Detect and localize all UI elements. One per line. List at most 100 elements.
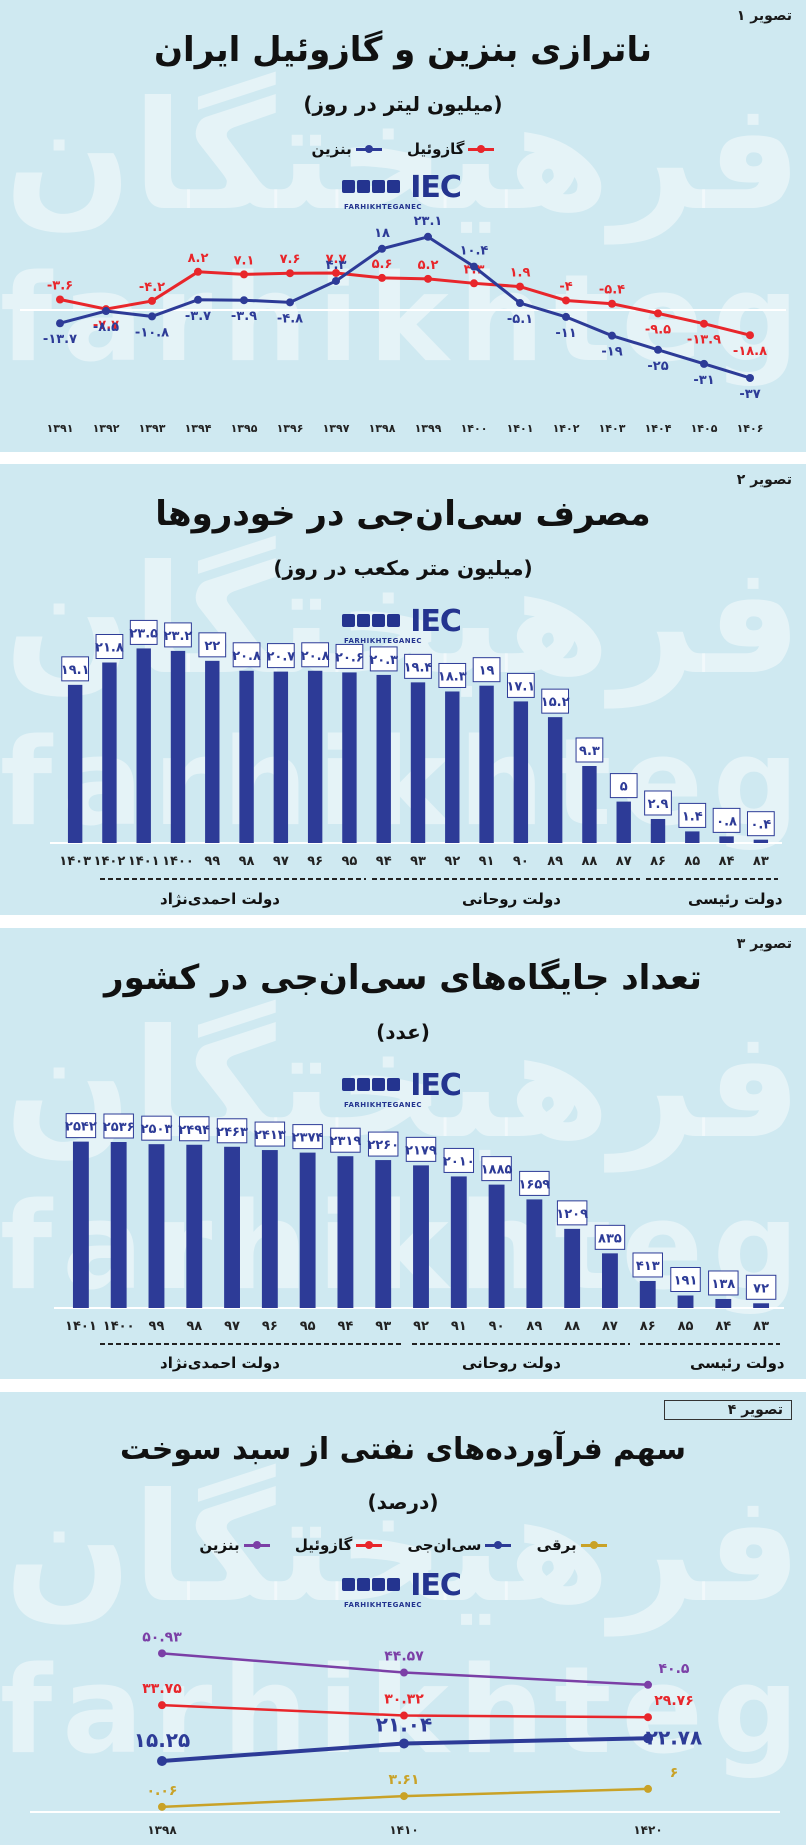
bar: [488, 1184, 505, 1308]
value-label: ۱۹۱: [674, 1273, 698, 1288]
x-tick-label: ۸۵: [678, 1319, 694, 1334]
data-point: [470, 262, 478, 271]
bar: [753, 1303, 770, 1308]
value-label: ۸۳۵: [598, 1231, 622, 1246]
x-tick-label: ۸۳: [753, 854, 769, 869]
data-label: -۷.۷: [93, 318, 119, 333]
data-point: [378, 273, 386, 282]
data-label: -۸.۵: [93, 320, 119, 335]
logo: IEC FARHIKHTEGANEC: [0, 1568, 806, 1609]
data-label: ۲۲.۷۸: [646, 1725, 702, 1749]
value-label: ۲۰.۷: [266, 650, 295, 665]
bar: [602, 1253, 618, 1308]
data-label: -۲۵: [647, 359, 668, 374]
bar: [413, 1165, 429, 1308]
x-tick-label: ۱۳۹۹: [415, 422, 442, 435]
data-label: ۳۳.۷۵: [142, 1681, 182, 1697]
logo-subtext: FARHIKHTEGANEC: [343, 1601, 423, 1609]
value-label-box: [216, 1118, 248, 1144]
value-label: ۷۲: [753, 1281, 769, 1296]
data-label: ۱۸: [374, 226, 390, 241]
data-point: [148, 296, 156, 305]
figure-tag: تصویر ۴: [664, 1400, 792, 1420]
value-label-box: [335, 643, 364, 669]
value-label-box: [481, 1156, 512, 1182]
data-label: -۳۱: [693, 373, 714, 388]
bar: [410, 682, 426, 843]
data-label: -۳.۹: [231, 309, 257, 324]
bar: [564, 1228, 581, 1308]
value-label-box: [670, 1266, 701, 1292]
data-point: [148, 312, 156, 321]
chart-title: مصرف سی‌ان‌جی در خودروها: [155, 494, 651, 534]
data-point: [700, 359, 708, 368]
data-point: [562, 312, 570, 321]
data-label: ۱۵.۲۵: [134, 1728, 190, 1752]
value-label-box: [95, 633, 124, 659]
data-label: -۱۳.۹: [687, 333, 721, 348]
value-label-box: [330, 1127, 361, 1153]
x-tick-label: ۱۴۰۲: [94, 854, 126, 869]
value-label-box: [369, 646, 398, 672]
x-tick-label: ۱۳۹۴: [185, 422, 212, 435]
legend-item-gasoline: بنزین: [199, 1536, 270, 1554]
value-label: ۲۰.۸: [232, 649, 261, 664]
data-label: ۸.۲: [188, 251, 209, 266]
x-tick-label: ۱۳۹۸: [369, 422, 396, 435]
value-label: ۱۹.۴: [404, 660, 433, 675]
value-label: ۲۴۶۳: [216, 1125, 248, 1140]
x-tick-label: ۱۴۰۶: [737, 422, 764, 435]
chart-title: سهم فرآورده‌های نفتی از سبد سوخت: [119, 1432, 686, 1467]
data-point: [746, 331, 754, 340]
value-label-box: [678, 802, 707, 828]
bar: [224, 1146, 240, 1308]
x-tick-label: ۱۴۰۰: [162, 854, 194, 869]
logo-mark: IEC: [410, 604, 462, 639]
data-point: [194, 295, 202, 304]
data-label: ۲۱.۰۴: [376, 1713, 432, 1737]
value-label: ۱۹: [479, 664, 495, 679]
data-point: [240, 270, 248, 279]
x-tick-label: ۱۴۲۰: [633, 1823, 662, 1837]
figure-tag: تصویر ۳: [736, 936, 792, 952]
line-chart-1: ۱۳۹۱ ۱۳۹۲ ۱۳۹۳ ۱۳۹۴ ۱۳۹۵ ۱۳۹۶ ۱۳۹۷ ۱۳۹۸ ۱۳۹۹ ۱۴۰۰…: [20, 214, 786, 435]
value-label: ۲۳.۵: [129, 626, 158, 641]
value-label: ۲.۹: [648, 797, 669, 812]
legend-item-gasoline: بنزین: [312, 140, 382, 158]
data-label: ۳۰.۳۲: [384, 1692, 424, 1708]
bar: [650, 818, 666, 843]
x-tick-label: ۸۶: [640, 1319, 656, 1334]
x-tick-label: ۹۷: [273, 854, 289, 869]
x-tick-label: ۹۲: [413, 1319, 429, 1334]
x-tick-label: ۸۷: [602, 1319, 618, 1334]
data-label: -۴: [559, 279, 572, 294]
x-tick-label: ۸۶: [650, 854, 666, 869]
data-point: [608, 331, 616, 340]
government-label-raisi: دولت رئیسی: [690, 1354, 785, 1372]
panel-fuel-basket-share: فرهیختگان farhikhtegan تصویر ۴ سهم فرآور…: [0, 1392, 806, 1845]
value-label-box: [266, 643, 295, 669]
social-icons: [341, 1076, 401, 1095]
x-tick-label: ۸۳: [753, 1319, 769, 1334]
value-label: ۵: [620, 780, 628, 795]
data-point: [286, 298, 294, 307]
value-label-box: [198, 632, 227, 658]
x-tick-label: ۱۴۰۱: [65, 1319, 97, 1334]
x-tick-label: ۸۴: [719, 854, 735, 869]
value-label: ۲۴۱۳: [254, 1128, 286, 1143]
data-label: ۴۴.۵۷: [384, 1649, 424, 1665]
data-point: [332, 268, 340, 277]
x-tick-label: ۱۳۹۶: [277, 422, 304, 435]
x-tick-label: ۱۴۰۰: [461, 422, 488, 435]
x-tick-label: ۹۱: [451, 1319, 467, 1334]
value-label-box: [506, 672, 535, 698]
legend-item-diesel: گازوئیل: [295, 1536, 383, 1554]
data-point: [644, 1784, 652, 1793]
value-label: ۲۳۷۴: [292, 1131, 324, 1146]
x-tick-label: ۱۴۱۰: [389, 1823, 418, 1837]
x-tick-label: ۹۵: [300, 1319, 316, 1334]
data-point: [562, 296, 570, 305]
value-label-box: [404, 653, 432, 679]
x-tick-label: ۱۴۰۲: [553, 422, 580, 435]
data-label: -۹.۵: [645, 322, 671, 337]
